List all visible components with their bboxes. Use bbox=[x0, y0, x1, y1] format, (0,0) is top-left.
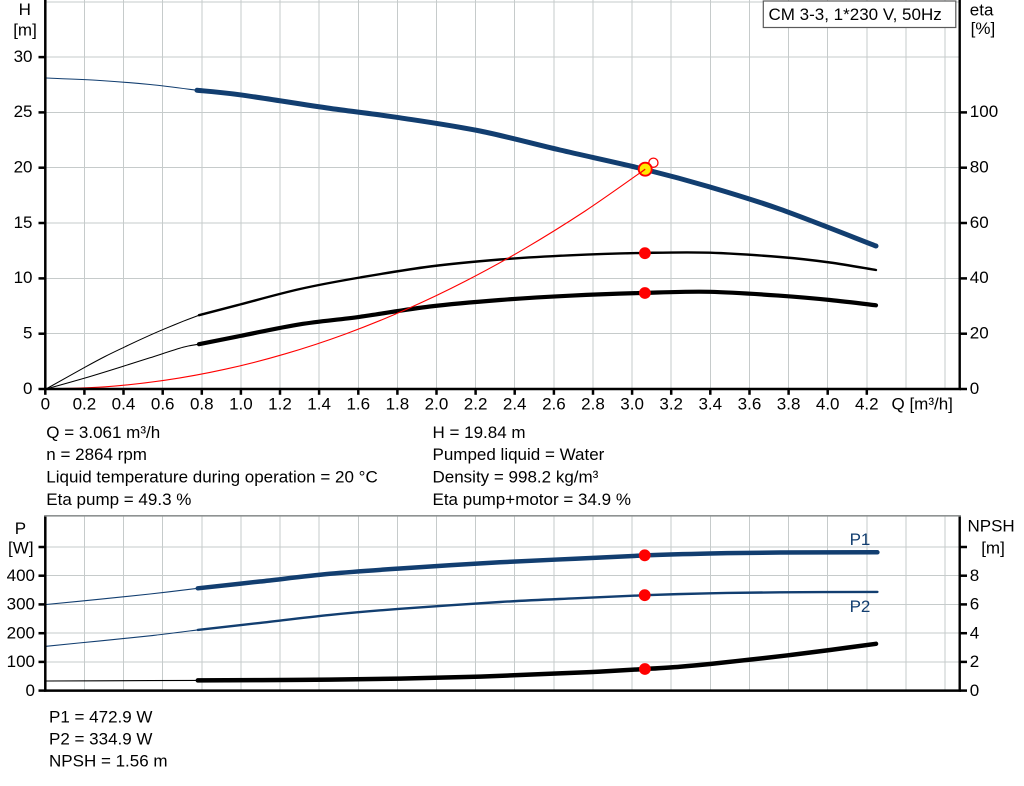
svg-text:5: 5 bbox=[23, 324, 32, 343]
svg-text:2.6: 2.6 bbox=[542, 394, 566, 413]
svg-text:P1: P1 bbox=[850, 530, 871, 549]
svg-text:300: 300 bbox=[7, 595, 35, 614]
svg-text:2.0: 2.0 bbox=[425, 394, 449, 413]
svg-text:[W]: [W] bbox=[8, 539, 34, 558]
svg-text:20: 20 bbox=[14, 158, 33, 177]
svg-text:8: 8 bbox=[970, 566, 979, 585]
svg-text:40: 40 bbox=[970, 268, 989, 287]
svg-text:15: 15 bbox=[14, 213, 33, 232]
svg-text:P2: P2 bbox=[850, 597, 871, 616]
svg-text:6: 6 bbox=[970, 595, 979, 614]
svg-text:1.8: 1.8 bbox=[386, 394, 410, 413]
svg-text:Q = 3.061 m³/h: Q = 3.061 m³/h bbox=[46, 423, 160, 442]
svg-text:Q [m³/h]: Q [m³/h] bbox=[892, 394, 953, 413]
svg-text:0: 0 bbox=[26, 681, 35, 700]
svg-text:[m]: [m] bbox=[981, 539, 1005, 558]
svg-text:0.8: 0.8 bbox=[190, 394, 214, 413]
svg-text:3.8: 3.8 bbox=[777, 394, 801, 413]
svg-text:2.4: 2.4 bbox=[503, 394, 527, 413]
svg-text:Eta pump+motor = 34.9 %: Eta pump+motor = 34.9 % bbox=[433, 490, 631, 509]
svg-text:4: 4 bbox=[970, 623, 979, 642]
svg-text:200: 200 bbox=[7, 623, 35, 642]
svg-text:3.4: 3.4 bbox=[698, 394, 722, 413]
svg-text:1.6: 1.6 bbox=[346, 394, 370, 413]
svg-text:0: 0 bbox=[41, 394, 50, 413]
svg-text:0.2: 0.2 bbox=[73, 394, 97, 413]
svg-text:80: 80 bbox=[970, 158, 989, 177]
svg-text:60: 60 bbox=[970, 213, 989, 232]
svg-text:1.2: 1.2 bbox=[268, 394, 292, 413]
svg-text:Liquid temperature during oper: Liquid temperature during operation = 20… bbox=[46, 468, 377, 487]
svg-text:CM 3-3, 1*230 V, 50Hz: CM 3-3, 1*230 V, 50Hz bbox=[769, 5, 942, 24]
svg-text:eta: eta bbox=[970, 0, 994, 19]
svg-text:4.0: 4.0 bbox=[816, 394, 840, 413]
svg-text:3.0: 3.0 bbox=[620, 394, 644, 413]
svg-text:n = 2864 rpm: n = 2864 rpm bbox=[46, 445, 147, 464]
svg-text:Eta pump = 49.3 %: Eta pump = 49.3 % bbox=[46, 490, 191, 509]
svg-text:10: 10 bbox=[14, 268, 33, 287]
svg-text:NPSH = 1.56 m: NPSH = 1.56 m bbox=[49, 752, 168, 771]
svg-text:Density = 998.2 kg/m³: Density = 998.2 kg/m³ bbox=[433, 468, 599, 487]
svg-text:100: 100 bbox=[7, 652, 35, 671]
svg-text:0: 0 bbox=[970, 379, 979, 398]
svg-text:30: 30 bbox=[14, 47, 33, 66]
svg-text:1.0: 1.0 bbox=[229, 394, 253, 413]
svg-text:NPSH: NPSH bbox=[967, 516, 1014, 535]
svg-text:2.8: 2.8 bbox=[581, 394, 605, 413]
svg-text:2: 2 bbox=[970, 652, 979, 671]
svg-text:3.2: 3.2 bbox=[659, 394, 683, 413]
svg-text:1.4: 1.4 bbox=[307, 394, 331, 413]
svg-text:0: 0 bbox=[970, 681, 979, 700]
svg-text:400: 400 bbox=[7, 566, 35, 585]
svg-text:25: 25 bbox=[14, 102, 33, 121]
svg-text:0: 0 bbox=[23, 379, 32, 398]
svg-text:P1 = 472.9 W: P1 = 472.9 W bbox=[49, 708, 152, 727]
svg-text:20: 20 bbox=[970, 324, 989, 343]
svg-text:100: 100 bbox=[970, 102, 998, 121]
svg-text:0.6: 0.6 bbox=[151, 394, 175, 413]
svg-text:[m]: [m] bbox=[13, 20, 37, 39]
svg-text:2.2: 2.2 bbox=[464, 394, 488, 413]
svg-text:[%]: [%] bbox=[971, 19, 996, 38]
svg-text:H = 19.84 m: H = 19.84 m bbox=[433, 423, 526, 442]
svg-text:Pumped liquid = Water: Pumped liquid = Water bbox=[433, 445, 605, 464]
svg-text:H: H bbox=[19, 0, 31, 19]
svg-text:P: P bbox=[15, 519, 26, 538]
svg-text:0.4: 0.4 bbox=[112, 394, 136, 413]
svg-text:4.2: 4.2 bbox=[855, 394, 879, 413]
svg-text:3.6: 3.6 bbox=[738, 394, 762, 413]
svg-text:P2 = 334.9 W: P2 = 334.9 W bbox=[49, 730, 152, 749]
